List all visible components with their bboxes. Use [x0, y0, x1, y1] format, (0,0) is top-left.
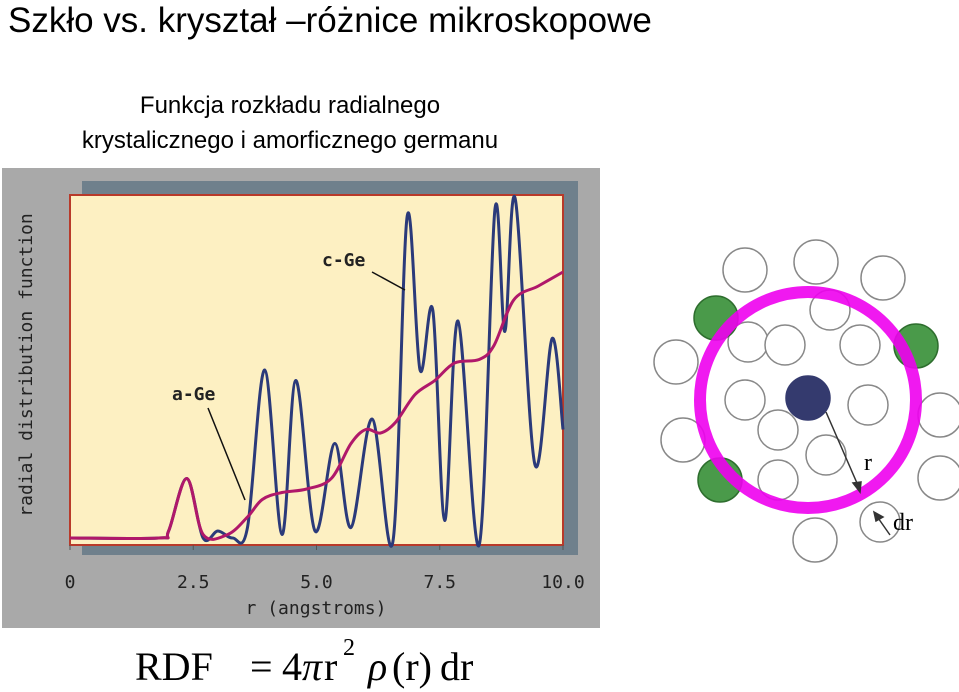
formula-arg: (r) — [392, 644, 432, 689]
formula-pi: π — [302, 644, 323, 689]
formula-rho: ρ — [366, 644, 387, 689]
radius-label: r — [864, 450, 872, 476]
series-line — [69, 194, 565, 548]
series-label: c-Ge — [322, 250, 366, 271]
leader-line — [371, 271, 406, 291]
shell-label: dr — [893, 510, 913, 536]
x-tick-label: 5.0 — [300, 572, 333, 593]
x-tick-label: 7.5 — [423, 572, 456, 593]
x-tick-label: 0 — [65, 572, 76, 593]
series-line — [69, 270, 564, 541]
series-label: a-Ge — [172, 384, 216, 405]
x-axis-label: r (angstroms) — [246, 598, 387, 619]
x-tick-label: 2.5 — [177, 572, 210, 593]
subtitle: Funkcja rozkładu radialnego — [140, 92, 440, 119]
formula-r: r — [324, 644, 337, 689]
formula-exponent: 2 — [343, 635, 355, 661]
title: Szkło vs. kryształ –różnice mikroskopowe — [8, 1, 652, 40]
formula-factor: 4 — [282, 644, 302, 689]
x-tick-label: 10.0 — [541, 572, 584, 593]
plot — [69, 194, 565, 548]
subtitle: krystalicznego i amorficznego germanu — [82, 127, 498, 154]
y-axis-label: radial distribution function — [16, 213, 37, 516]
leader-line — [207, 407, 246, 501]
shell-diagram — [653, 239, 959, 563]
formula: RDF = 4 π r 2 ρ (r) dr — [135, 635, 473, 689]
formula-diff: dr — [440, 644, 473, 689]
formula-lhs: RDF — [135, 644, 213, 689]
formula-equals: = — [250, 644, 273, 689]
